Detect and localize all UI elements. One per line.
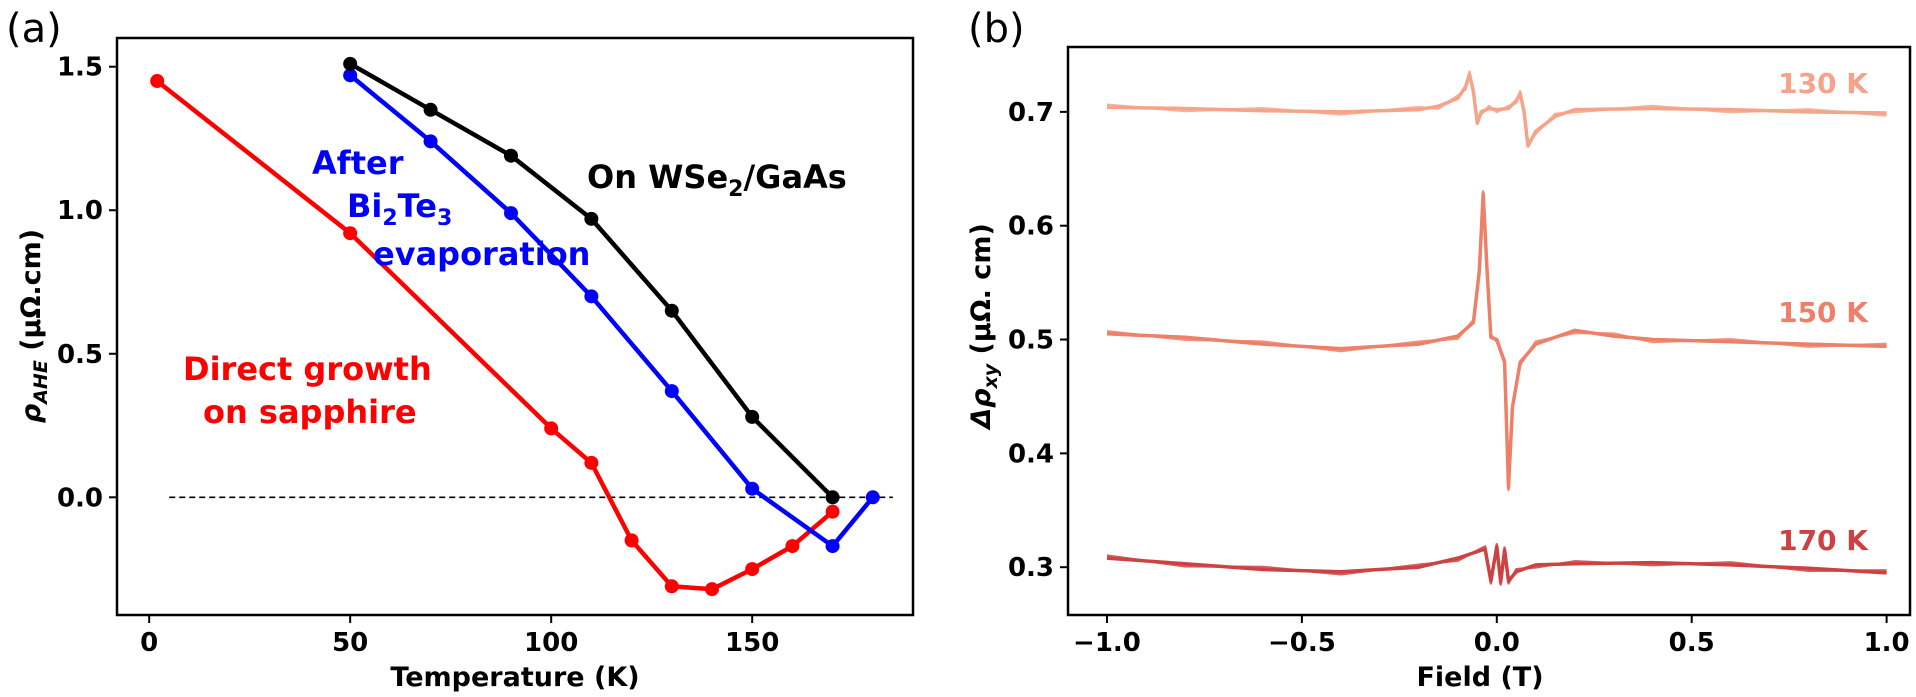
annotation-bi: Bi xyxy=(347,187,382,225)
annotation-te: Te xyxy=(398,187,437,225)
x-tick-label-b-0: −1.0 xyxy=(1073,628,1141,658)
annotation-wse2-gaas: On WSe2/GaAs xyxy=(587,158,847,202)
curve-b-2-return xyxy=(1106,542,1887,586)
annotation-direct-line1: Direct growth xyxy=(183,350,432,388)
series-a-2-point-0 xyxy=(150,74,165,89)
y-tick-label-b-3: 0.6 xyxy=(1008,212,1054,242)
x-tick-label-b-1: −0.5 xyxy=(1268,628,1336,658)
series-a-2-point-3 xyxy=(584,455,599,470)
curve-b-0-return xyxy=(1106,70,1887,145)
series-a-2-point-7 xyxy=(745,562,760,577)
series-a-0-point-5 xyxy=(745,409,760,424)
x-tick-label-a-0: 0 xyxy=(140,628,158,658)
series-a-2-point-6 xyxy=(704,582,719,597)
series-a-0-point-4 xyxy=(664,303,679,318)
axes-a-ticks: 0 50 100 150 0.0 0.5 1.0 1.5 xyxy=(57,53,779,658)
y-label-a-unit: (μΩ.cm) xyxy=(16,229,47,360)
series-a-0-point-0 xyxy=(343,56,358,71)
y-tick-label-b-2: 0.5 xyxy=(1008,326,1054,356)
annotation-bi-sub: 2 xyxy=(382,206,397,231)
curve-label-150k: 150 K xyxy=(1778,296,1869,329)
x-axis-label-a: Temperature (K) xyxy=(390,662,639,693)
annotation-after-line3: evaporation xyxy=(373,235,590,273)
annotation-wse2-b: /GaAs xyxy=(743,158,846,196)
y-tick-label-a-3: 1.5 xyxy=(57,53,103,83)
y-tick-label-a-2: 1.0 xyxy=(57,196,103,226)
series-a-2-point-2 xyxy=(544,421,559,436)
axes-a-frame xyxy=(115,36,915,617)
panel-label-a: (a) xyxy=(6,6,62,52)
x-tick-label-a-1: 50 xyxy=(332,628,368,658)
x-axis-label-b: Field (T) xyxy=(1416,662,1543,693)
axes-a-series xyxy=(150,56,893,597)
y-label-b-pre: Δρ xyxy=(966,389,997,431)
annotation-after-line2: Bi2Te3 xyxy=(347,187,452,231)
curve-b-1-return xyxy=(1106,190,1887,492)
y-tick-label-b-0: 0.3 xyxy=(1008,553,1054,583)
annotation-wse2-sub: 2 xyxy=(728,177,743,202)
curve-label-130k: 130 K xyxy=(1778,67,1869,100)
y-tick-label-b-4: 0.7 xyxy=(1008,98,1054,128)
series-a-2-point-4 xyxy=(624,533,639,548)
axes-b-series xyxy=(1106,70,1887,586)
series-line-a-2 xyxy=(155,79,835,592)
y-label-a-sub: AHE xyxy=(30,360,52,406)
series-a-0-point-3 xyxy=(584,211,599,226)
annotation-after-line1: After xyxy=(312,144,404,182)
annotation-direct-line2: on sapphire xyxy=(203,393,417,431)
series-a-1-point-7 xyxy=(865,490,880,505)
x-tick-label-a-2: 100 xyxy=(524,628,578,658)
series-a-1-point-0 xyxy=(343,68,358,83)
curve-label-170k: 170 K xyxy=(1778,524,1869,557)
y-axis-label-b: Δρxy (μΩ. cm) xyxy=(966,223,1002,431)
series-a-2-point-5 xyxy=(664,579,679,594)
x-tick-label-a-3: 150 xyxy=(725,628,779,658)
series-line-a-0 xyxy=(349,61,835,499)
annotation-te-sub: 3 xyxy=(437,206,452,231)
series-a-1-point-4 xyxy=(664,384,679,399)
series-a-2-point-9 xyxy=(825,504,840,519)
series-a-1-point-5 xyxy=(745,481,760,496)
y-label-b-sub: xy xyxy=(980,362,1002,389)
series-a-1-point-3 xyxy=(584,289,599,304)
annotation-wse2-a: On WSe xyxy=(587,158,728,196)
series-a-1-point-6 xyxy=(825,539,840,554)
panel-label-b: (b) xyxy=(968,6,1025,52)
x-tick-label-b-2: 0.0 xyxy=(1474,628,1520,658)
y-axis-label-a: ρAHE (μΩ.cm) xyxy=(16,229,52,423)
axes-b-frame xyxy=(1066,45,1912,617)
x-tick-label-b-3: 0.5 xyxy=(1669,628,1715,658)
x-tick-label-b-4: 1.0 xyxy=(1864,628,1910,658)
series-a-2-point-8 xyxy=(785,539,800,554)
y-label-b-unit: (μΩ. cm) xyxy=(966,223,997,364)
series-a-0-point-1 xyxy=(423,102,438,117)
series-a-2-point-1 xyxy=(343,226,358,241)
series-a-1-point-2 xyxy=(503,206,518,221)
y-tick-label-b-1: 0.4 xyxy=(1008,439,1054,469)
y-tick-label-a-1: 0.5 xyxy=(57,340,103,370)
series-a-0-point-2 xyxy=(503,148,518,163)
y-tick-label-a-0: 0.0 xyxy=(57,483,103,513)
y-label-a-rho: ρ xyxy=(16,404,47,423)
axes-b-ticks: −1.0 −0.5 0.0 0.5 1.0 0.3 0.4 0.5 0.6 0.7 xyxy=(1008,98,1910,658)
series-line-a-1 xyxy=(348,73,875,549)
series-a-1-point-1 xyxy=(423,134,438,149)
series-a-0-point-6 xyxy=(825,490,840,505)
